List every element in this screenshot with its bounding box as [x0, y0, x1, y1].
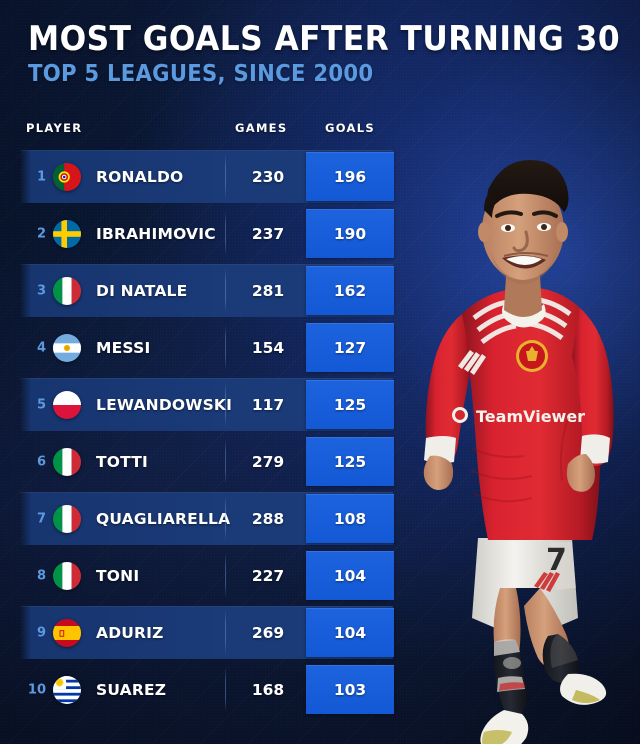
svg-text:7: 7	[546, 543, 567, 578]
rank-number: 5	[36, 397, 46, 412]
flag-icon-it	[53, 561, 81, 590]
column-divider	[225, 268, 226, 313]
table-row: 2 IBRAHIMOVIC 237 190	[0, 205, 400, 262]
flag-icon-it	[53, 447, 81, 476]
player-name: LEWANDOWSKI	[96, 395, 233, 414]
player-name: TOTTI	[96, 452, 149, 471]
column-header-player: PLAYER	[26, 121, 83, 135]
column-divider	[225, 154, 226, 199]
goals-value: 104	[333, 623, 367, 642]
rank-number: 9	[36, 625, 46, 640]
header: MOST GOALS AFTER TURNING 30 TOP 5 LEAGUE…	[28, 22, 640, 86]
rank-number: 1	[36, 169, 46, 184]
goals-value: 125	[333, 395, 367, 414]
page-title: MOST GOALS AFTER TURNING 30	[28, 19, 621, 59]
table-row: 3 DI NATALE 281 162	[0, 262, 400, 319]
flag-icon-uy	[53, 675, 81, 704]
games-value: 288	[251, 509, 285, 528]
column-header-goals: GOALS	[325, 121, 375, 135]
table-column-headers: PLAYER GAMES GOALS	[0, 118, 400, 148]
column-divider	[225, 382, 226, 427]
player-name: RONALDO	[96, 167, 184, 186]
goals-value: 190	[333, 224, 367, 243]
flag-icon-se	[53, 219, 81, 248]
rank-number: 4	[36, 340, 46, 355]
goals-value: 127	[333, 338, 367, 357]
player-name: MESSI	[96, 338, 151, 357]
rank-number: 8	[36, 568, 46, 583]
column-divider	[225, 610, 226, 655]
games-value: 117	[251, 395, 285, 414]
column-divider	[225, 667, 226, 712]
table-row: 7 QUAGLIARELLA 288 108	[0, 490, 400, 547]
games-value: 279	[251, 452, 285, 471]
goals-highlight-box	[306, 152, 394, 201]
goals-value: 125	[333, 452, 367, 471]
games-value: 227	[251, 566, 285, 585]
column-divider	[225, 439, 226, 484]
column-divider	[225, 325, 226, 370]
rank-number: 10	[27, 682, 46, 697]
player-name: DI NATALE	[96, 281, 188, 300]
page-subtitle: TOP 5 LEAGUES, SINCE 2000	[28, 61, 374, 87]
column-divider	[225, 553, 226, 598]
games-value: 154	[251, 338, 285, 357]
flag-icon-it	[53, 504, 81, 533]
goals-value: 196	[333, 167, 367, 186]
rank-number: 3	[36, 283, 46, 298]
games-value: 168	[251, 680, 285, 699]
player-name: TONI	[96, 566, 140, 585]
games-value: 281	[251, 281, 285, 300]
flag-icon-pt	[53, 162, 81, 191]
column-divider	[225, 211, 226, 256]
ranking-table: PLAYER GAMES GOALS 1 RONALDO 230 196 2 I…	[0, 118, 400, 718]
games-value: 237	[251, 224, 285, 243]
goals-highlight-box	[306, 380, 394, 429]
flag-icon-pl	[53, 390, 81, 419]
player-name: SUAREZ	[96, 680, 167, 699]
goals-value: 104	[333, 566, 367, 585]
goals-highlight-box	[306, 608, 394, 657]
player-name: ADURIZ	[96, 623, 164, 642]
column-divider	[225, 496, 226, 541]
goals-value: 108	[333, 509, 367, 528]
table-row: 6 TOTTI 279 125	[0, 433, 400, 490]
flag-icon-ar	[53, 333, 81, 362]
goals-highlight-box	[306, 494, 394, 543]
player-photo: 7	[400, 118, 640, 744]
games-value: 230	[251, 167, 285, 186]
table-row: 4 MESSI 154 127	[0, 319, 400, 376]
player-name: QUAGLIARELLA	[96, 509, 231, 528]
goals-value: 103	[333, 680, 367, 699]
table-row: 8 TONI 227 104	[0, 547, 400, 604]
player-name: IBRAHIMOVIC	[96, 224, 216, 243]
table-row: 5 LEWANDOWSKI 117 125	[0, 376, 400, 433]
table-row: 9 ADURIZ 269 104	[0, 604, 400, 661]
table-row: 1 RONALDO 230 196	[0, 148, 400, 205]
table-rows: 1 RONALDO 230 196 2 IBRAHIMOVIC 237 190 …	[0, 148, 400, 718]
games-value: 269	[251, 623, 285, 642]
svg-text:TeamViewer: TeamViewer	[476, 407, 585, 426]
goals-highlight-box	[306, 323, 394, 372]
goals-highlight-box	[306, 209, 394, 258]
goals-value: 162	[333, 281, 367, 300]
flag-icon-it	[53, 276, 81, 305]
rank-number: 7	[36, 511, 46, 526]
flag-icon-es	[53, 618, 81, 647]
goals-highlight-box	[306, 551, 394, 600]
table-row: 10 SUAREZ 168 103	[0, 661, 400, 718]
goals-highlight-box	[306, 437, 394, 486]
column-header-games: GAMES	[235, 121, 288, 135]
goals-highlight-box	[306, 665, 394, 714]
rank-number: 2	[36, 226, 46, 241]
goals-highlight-box	[306, 266, 394, 315]
rank-number: 6	[36, 454, 46, 469]
